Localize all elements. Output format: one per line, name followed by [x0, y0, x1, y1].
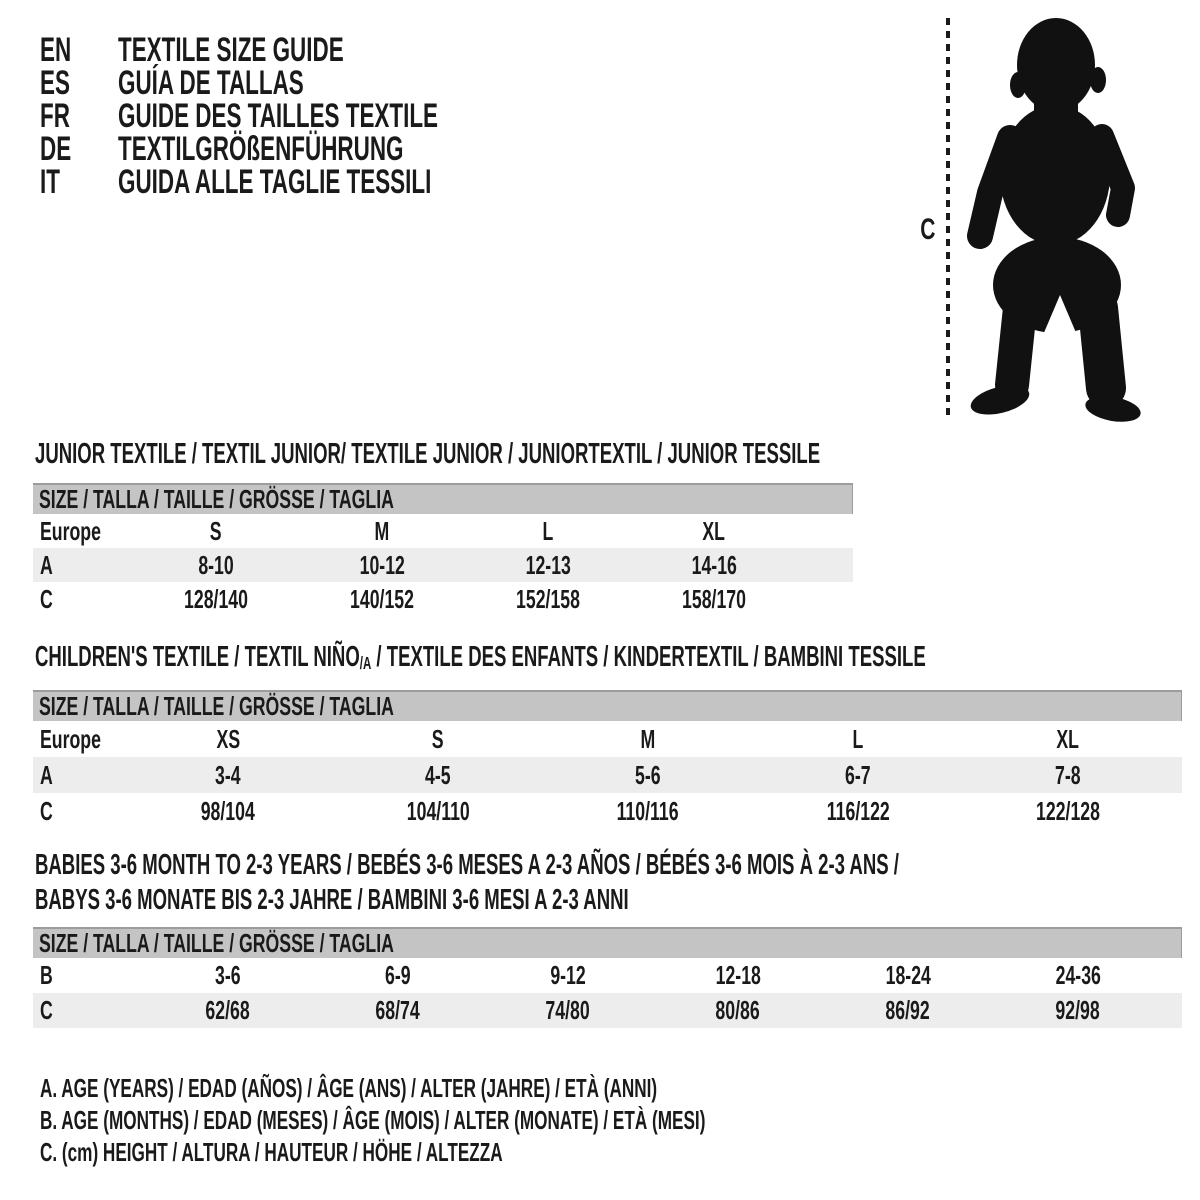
- cell-value: 62/68: [205, 995, 251, 1025]
- cell-value: 80/86: [715, 995, 761, 1025]
- legend-line-a: A. AGE (YEARS) / EDAD (AÑOS) / ÂGE (ANS)…: [40, 1072, 658, 1103]
- col-header: XS: [216, 723, 240, 754]
- language-row: DE TEXTILGRÖßENFÜHRUNG: [40, 130, 603, 168]
- cell-value: 158/170: [682, 583, 746, 614]
- cell-value: 140/152: [350, 583, 414, 614]
- cell-value: 98/104: [200, 795, 256, 826]
- cell-value: 128/140: [184, 583, 248, 614]
- height-dashed-line: [946, 18, 950, 416]
- row-label: A: [40, 549, 53, 580]
- babies-size-header-bar: SIZE / TALLA / TAILLE / GRÖSSE / TAGLIA: [33, 927, 1182, 958]
- cell-value: 5-6: [635, 759, 661, 790]
- children-row-age: A 3-4 4-5 5-6 6-7 7-8: [33, 757, 1182, 793]
- size-header-label: SIZE / TALLA / TAILLE / GRÖSSE / TAGLIA: [39, 691, 394, 721]
- language-row: ES GUÍA DE TALLAS: [40, 64, 603, 102]
- legend-line-c: C. (cm) HEIGHT / ALTURA / HAUTEUR / HÖHE…: [40, 1136, 503, 1167]
- row-label: B: [40, 960, 53, 990]
- children-row-height: C 98/104 104/110 110/116 116/122 122/128: [33, 793, 1182, 829]
- cell-value: 110/116: [617, 795, 679, 826]
- legend: A. AGE (YEARS) / EDAD (AÑOS) / ÂGE (ANS)…: [40, 1072, 1048, 1168]
- cell-value: 24-36: [1055, 960, 1101, 990]
- cell-value: 14-16: [691, 549, 737, 580]
- children-size-header-bar: SIZE / TALLA / TAILLE / GRÖSSE / TAGLIA: [33, 690, 1182, 721]
- language-row: FR GUIDE DES TAILLES TEXTILE: [40, 97, 603, 135]
- col-header: XL: [702, 515, 726, 546]
- cell-value: 68/74: [375, 995, 421, 1025]
- babies-section-title: BABIES 3-6 MONTH TO 2-3 YEARS / BEBÉS 3-…: [35, 849, 899, 916]
- cell-value: 10-12: [359, 549, 405, 580]
- language-code: DE: [40, 130, 72, 168]
- language-title: GUIDE DES TAILLES TEXTILE: [118, 97, 439, 135]
- row-label: A: [40, 759, 53, 790]
- nino-a-subscript: /A: [359, 653, 372, 674]
- language-title: GUIDA ALLE TAGLIE TESSILI: [118, 163, 432, 201]
- cell-value: 18-24: [885, 960, 931, 990]
- junior-section-title: JUNIOR TEXTILE / TEXTIL JUNIOR/ TEXTILE …: [35, 438, 821, 470]
- col-header: S: [210, 515, 222, 546]
- cell-value: 9-12: [550, 960, 586, 990]
- col-header: XL: [1056, 723, 1080, 754]
- cell-value: 7-8: [1055, 759, 1081, 790]
- language-title: GUÍA DE TALLAS: [118, 64, 304, 102]
- row-label: C: [40, 795, 53, 826]
- junior-row-height: C 128/140 140/152 152/158 158/170: [33, 582, 853, 616]
- row-label: C: [40, 583, 53, 614]
- language-title: TEXTILGRÖßENFÜHRUNG: [118, 130, 404, 168]
- col-header: L: [852, 723, 864, 754]
- col-header: M: [374, 515, 390, 546]
- language-row: EN TEXTILE SIZE GUIDE: [40, 31, 603, 69]
- row-label: C: [40, 995, 53, 1025]
- language-row: IT GUIDA ALLE TAGLIE TESSILI: [40, 163, 603, 201]
- toddler-silhouette-icon: [967, 18, 1141, 422]
- children-size-table: SIZE / TALLA / TAILLE / GRÖSSE / TAGLIA …: [33, 690, 1182, 829]
- language-title-list: EN TEXTILE SIZE GUIDE ES GUÍA DE TALLAS …: [40, 31, 603, 201]
- babies-row-height: C 62/68 68/74 74/80 80/86 86/92 92/98: [33, 993, 1182, 1028]
- junior-header-row: Europe S M L XL: [33, 514, 853, 548]
- babies-row-age: B 3-6 6-9 9-12 12-18 18-24 24-36: [33, 958, 1182, 993]
- height-label-c: C: [920, 213, 936, 246]
- region-header-cell: Europe: [40, 515, 101, 546]
- language-code: EN: [40, 31, 72, 69]
- size-header-label: SIZE / TALLA / TAILLE / GRÖSSE / TAGLIA: [39, 928, 394, 958]
- cell-value: 86/92: [885, 995, 931, 1025]
- cell-value: 6-9: [385, 960, 411, 990]
- junior-size-header-bar: SIZE / TALLA / TAILLE / GRÖSSE / TAGLIA: [33, 483, 853, 514]
- cell-value: 4-5: [425, 759, 451, 790]
- cell-value: 104/110: [406, 795, 470, 826]
- col-header: S: [432, 723, 444, 754]
- children-section-title: CHILDREN'S TEXTILE / TEXTIL NIÑO/A / TEX…: [35, 641, 926, 674]
- cell-value: 152/158: [516, 583, 580, 614]
- cell-value: 3-6: [215, 960, 241, 990]
- junior-size-table: SIZE / TALLA / TAILLE / GRÖSSE / TAGLIA …: [33, 483, 853, 616]
- cell-value: 92/98: [1055, 995, 1101, 1025]
- language-code: FR: [40, 97, 70, 135]
- cell-value: 74/80: [545, 995, 591, 1025]
- junior-row-age: A 8-10 10-12 12-13 14-16: [33, 548, 853, 582]
- cell-value: 12-18: [715, 960, 761, 990]
- cell-value: 6-7: [845, 759, 871, 790]
- legend-line-b: B. AGE (MONTHS) / EDAD (MESES) / ÂGE (MO…: [40, 1104, 706, 1135]
- size-header-label: SIZE / TALLA / TAILLE / GRÖSSE / TAGLIA: [39, 484, 394, 514]
- babies-size-table: SIZE / TALLA / TAILLE / GRÖSSE / TAGLIA …: [33, 927, 1182, 1028]
- language-code: IT: [40, 163, 60, 201]
- col-header: L: [542, 515, 554, 546]
- cell-value: 122/128: [1036, 795, 1100, 826]
- col-header: M: [640, 723, 656, 754]
- cell-value: 116/122: [826, 795, 890, 826]
- cell-value: 3-4: [215, 759, 241, 790]
- cell-value: 12-13: [525, 549, 571, 580]
- language-title: TEXTILE SIZE GUIDE: [118, 31, 344, 69]
- region-header-cell: Europe: [40, 723, 101, 754]
- children-header-row: Europe XS S M L XL: [33, 721, 1182, 757]
- language-code: ES: [40, 64, 70, 102]
- cell-value: 8-10: [198, 549, 234, 580]
